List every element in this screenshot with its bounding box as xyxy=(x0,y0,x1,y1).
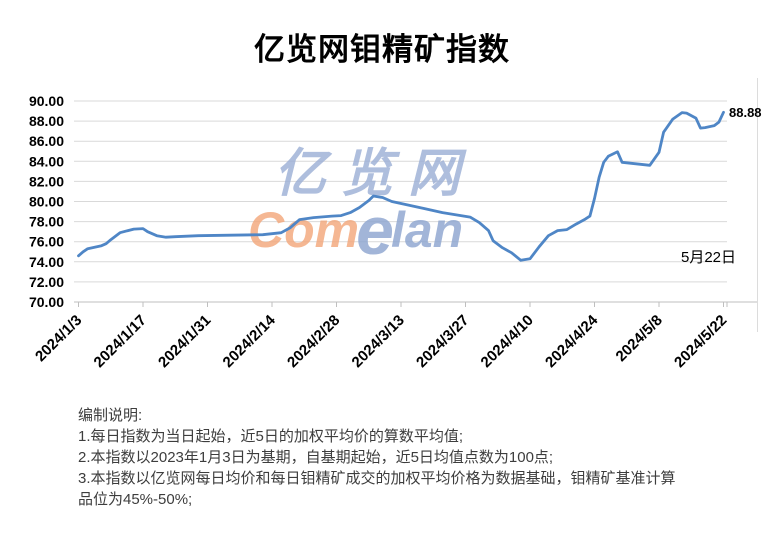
notes-line: 3.本指数以亿览网每日均价和每日钼精矿成交的加权平均价格为数据基础，钼精矿基准计… xyxy=(78,470,676,487)
notes-line: 1.每日指数为当日起始，近5日的加权平均价的算数平均值; xyxy=(78,428,464,445)
y-axis-label: 76.00 xyxy=(29,234,64,250)
y-axis-label: 72.00 xyxy=(29,274,64,290)
y-axis-label: 82.00 xyxy=(29,173,64,189)
y-axis-label: 88.00 xyxy=(29,113,64,129)
y-axis-label: 78.00 xyxy=(29,214,64,230)
y-axis-label: 74.00 xyxy=(29,254,64,270)
index-line xyxy=(77,110,725,262)
chart-title: 亿览网钼精矿指数 xyxy=(254,32,510,67)
y-axis-label: 86.00 xyxy=(29,133,64,149)
y-axis-label: 84.00 xyxy=(29,153,64,169)
notes-heading: 编制说明: xyxy=(78,407,143,424)
y-axis-label: 80.00 xyxy=(29,194,64,210)
notes-line: 品位为45%-50%; xyxy=(78,491,193,508)
chart-right-border xyxy=(757,78,758,332)
compilation-notes: 编制说明: 1.每日指数为当日起始，近5日的加权平均价的算数平均值; 2.本指数… xyxy=(78,405,718,510)
last-value-label: 88.88 xyxy=(729,105,762,120)
y-axis-label: 70.00 xyxy=(29,294,64,310)
y-axis-label: 90.00 xyxy=(29,93,64,109)
date-annotation: 5月22日 xyxy=(681,249,737,266)
notes-line: 2.本指数以2023年1月3日为基期，自基期起始，近5日均值点数为100点; xyxy=(78,449,554,466)
